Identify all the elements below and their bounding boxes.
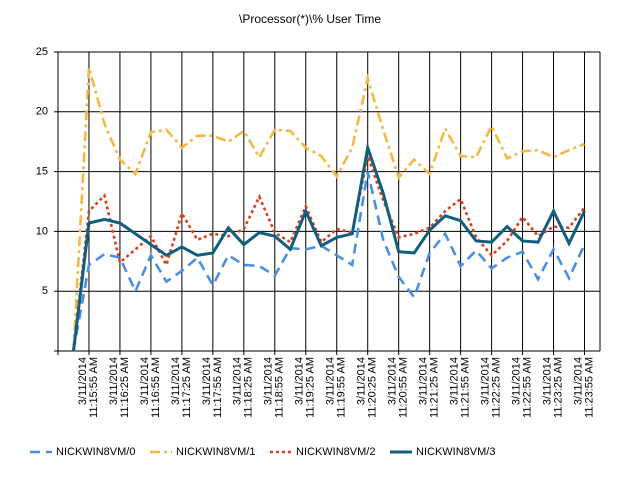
chart-title: \Processor(*)\% User Time <box>239 12 381 26</box>
y-tick-label: 20 <box>36 106 48 118</box>
line-series <box>72 67 585 352</box>
x-tick-label: 3/11/2014 <box>294 357 306 405</box>
x-tick-label: 3/11/2014 <box>139 357 151 405</box>
x-tick-label: 11:17:55 AM <box>212 357 224 418</box>
x-tick-label: 11:16:25 AM <box>119 357 131 418</box>
x-tick-label: 3/11/2014 <box>108 357 120 405</box>
x-tick-label: 11:20:55 AM <box>398 357 410 418</box>
x-tick-label: 3/11/2014 <box>232 357 244 405</box>
x-tick-label: 3/11/2014 <box>201 357 213 405</box>
x-tick-label: 11:22:55 AM <box>521 357 533 418</box>
x-tick-label: 11:18:55 AM <box>274 357 286 418</box>
x-tick-label: 11:23:25 AM <box>552 357 564 418</box>
line-series <box>71 141 586 352</box>
line-series <box>72 151 586 352</box>
x-tick-label: 3/11/2014 <box>77 357 89 405</box>
legend-label: NICKWIN8VM/3 <box>416 446 495 458</box>
x-tick-label: 11:19:55 AM <box>336 357 348 418</box>
legend-label: NICKWIN8VM/1 <box>176 446 255 458</box>
line-series <box>72 171 586 352</box>
x-tick-label: 11:22:25 AM <box>491 357 503 418</box>
x-tick-label: 3/11/2014 <box>325 357 337 405</box>
x-tick-label: 3/11/2014 <box>263 357 275 405</box>
x-tick-label: 3/11/2014 <box>541 357 553 405</box>
x-tick-label: 11:20:25 AM <box>367 357 379 418</box>
y-tick-label: 5 <box>42 285 48 297</box>
x-tick-label: 11:15:55 AM <box>88 357 100 418</box>
x-tick-label: 11:21:25 AM <box>429 357 441 418</box>
x-tick-label: 3/11/2014 <box>418 357 430 405</box>
legend-label: NICKWIN8VM/2 <box>296 446 375 458</box>
x-tick-label: 11:23:55 AM <box>583 357 595 418</box>
x-tick-label: 11:19:25 AM <box>305 357 317 418</box>
x-tick-label: 11:21:55 AM <box>460 357 472 418</box>
x-tick-label: 11:18:25 AM <box>243 357 255 418</box>
y-tick-label: 15 <box>36 166 48 178</box>
y-tick-label: 10 <box>36 225 48 237</box>
x-tick-label: 3/11/2014 <box>387 357 399 405</box>
x-tick-label: 3/11/2014 <box>572 357 584 405</box>
x-tick-label: 3/11/2014 <box>356 357 368 405</box>
x-tick-label: 3/11/2014 <box>170 357 182 405</box>
x-tick-label: 11:16:55 AM <box>150 357 162 418</box>
x-tick-label: 3/11/2014 <box>510 357 522 405</box>
y-tick-label: 25 <box>36 46 48 58</box>
x-tick-label: 3/11/2014 <box>449 357 461 405</box>
x-tick-label: 3/11/2014 <box>480 357 492 405</box>
x-tick-label: 11:17:25 AM <box>181 357 193 418</box>
legend-label: NICKWIN8VM/0 <box>56 446 135 458</box>
